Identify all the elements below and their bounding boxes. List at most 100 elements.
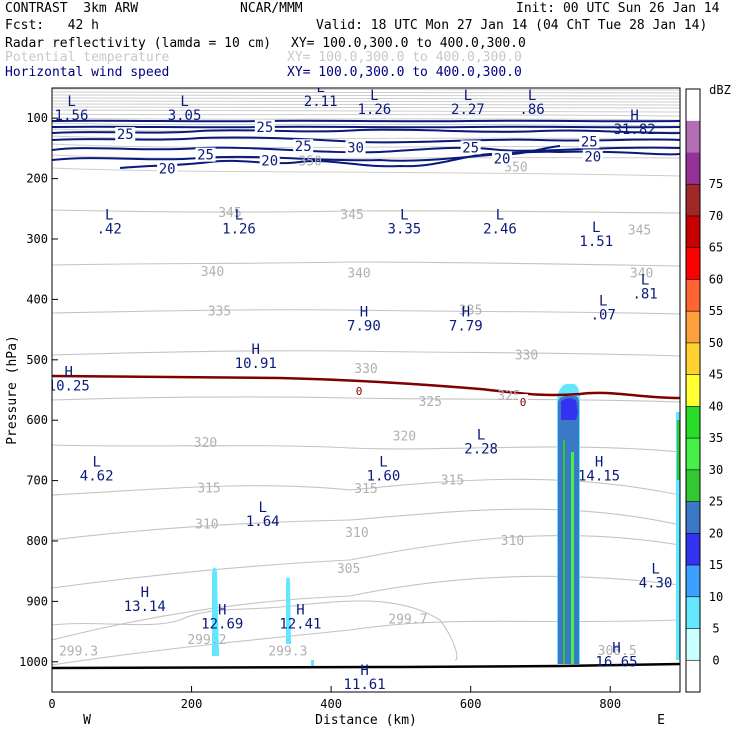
colorbar-label: 20 — [709, 526, 723, 540]
wind-label-bg — [115, 127, 136, 142]
wind-extremum-value: 4.62 — [80, 469, 114, 485]
organization: NCAR/MMM — [240, 1, 303, 16]
y-tick-label: 100 — [26, 111, 48, 125]
wind-max-marker: H — [296, 603, 304, 619]
wind-speed-label: 30 — [347, 140, 364, 156]
wind-extremum-value: 10.25 — [48, 379, 90, 395]
wind-speed-label: 20 — [261, 154, 278, 170]
colorbar-label: 75 — [709, 177, 723, 191]
wind-extremum-value: 14.15 — [578, 469, 620, 485]
wind-min-marker: L — [641, 272, 649, 288]
wind-max-marker: H — [65, 365, 73, 381]
y-tick-label: 500 — [26, 353, 48, 367]
colorbar-swatch — [686, 469, 700, 502]
wind-extremum-value: 3.35 — [388, 222, 422, 238]
valid-time: Valid: 18 UTC Mon 27 Jan 14 (04 ChT Tue … — [316, 18, 708, 33]
wind-speed-label: 25 — [581, 134, 598, 150]
wind-min-marker: L — [599, 293, 607, 309]
wind-max-marker: H — [360, 663, 368, 679]
forecast-hour: Fcst: 42 h — [5, 18, 99, 33]
x-axis-title: Distance (km) — [315, 713, 417, 728]
wind-extremum-value: .07 — [591, 307, 616, 323]
theta-label: 340 — [630, 266, 653, 281]
wind-extremum-value: 12.41 — [279, 617, 321, 633]
x-tick-label: 800 — [599, 697, 621, 711]
wind-max-marker: H — [218, 603, 226, 619]
theta-label: 300.5 — [598, 644, 637, 659]
wind-min-marker: L — [379, 455, 387, 471]
wind-extremum-value: 31.82 — [614, 122, 656, 138]
wind-speed-label: 0 — [356, 385, 363, 398]
theta-label: 315 — [441, 474, 464, 489]
colorbar-swatch — [686, 215, 700, 248]
wind-speed-label: 20 — [159, 162, 176, 178]
colorbar-swatch — [686, 247, 700, 280]
wind-speed-label: 25 — [256, 120, 273, 136]
colorbar-swatch — [686, 152, 700, 185]
theta-label: 310 — [345, 526, 368, 541]
theta-label: 335 — [459, 303, 482, 318]
wind-min-marker: L — [92, 455, 100, 471]
theta-label: 325 — [418, 395, 441, 410]
colorbar-label: 55 — [709, 304, 723, 318]
field3-xy: XY= 100.0,300.0 to 400.0,300.0 — [287, 65, 522, 80]
wind-label-bg — [518, 394, 528, 409]
colorbar-label: 25 — [709, 495, 723, 509]
theta-label: 299.3 — [59, 645, 98, 660]
wind-min-marker: L — [528, 88, 536, 104]
field2-xy: XY= 100.0,300.0 to 400.0,300.0 — [287, 50, 522, 65]
wind-extremum-value: 2.28 — [464, 442, 498, 458]
y-tick-label: 700 — [26, 474, 48, 488]
theta-label: 299.2 — [187, 633, 226, 648]
theta-label: 330 — [354, 362, 377, 377]
y-tick-label: 200 — [26, 172, 48, 186]
wind-min-marker: L — [235, 208, 243, 224]
wind-extremum-value: 2.46 — [483, 222, 517, 238]
colorbar-label: 0 — [712, 653, 719, 667]
wind-label-bg — [582, 149, 603, 164]
wind-speed-label: 25 — [117, 127, 134, 143]
theta-label: 299.7 — [388, 613, 427, 628]
wind-label-bg — [345, 140, 366, 155]
wind-min-marker: L — [105, 208, 113, 224]
theta-label: 320 — [194, 436, 217, 451]
wind-speed-label: 20 — [494, 151, 511, 167]
colorbar-swatch — [686, 406, 700, 439]
wind-max-marker: H — [630, 108, 638, 124]
colorbar-label: 35 — [709, 431, 723, 445]
wind-extremum-value: 4.30 — [639, 576, 673, 592]
wind-extremum-value: 7.79 — [449, 318, 483, 334]
colorbar-swatch — [686, 342, 700, 375]
x-tick-label: 200 — [181, 697, 203, 711]
colorbar-swatch — [686, 660, 700, 692]
theta-label: 305 — [337, 562, 360, 577]
theta-label: 320 — [393, 430, 416, 445]
wind-extremum-value: 1.51 — [579, 234, 613, 250]
wind-extremum-value: 1.26 — [222, 222, 256, 238]
wind-label-bg — [354, 383, 365, 398]
colorbar-label: 30 — [709, 463, 723, 477]
wind-extremum-value: 11.61 — [344, 677, 386, 693]
wind-max-marker: H — [360, 304, 368, 320]
wind-min-marker: L — [400, 208, 408, 224]
wind-label-bg — [259, 153, 280, 168]
wind-extremum-value: .81 — [632, 286, 657, 302]
theta-label: 350 — [298, 155, 321, 170]
theta-label: 345 — [340, 208, 363, 223]
wind-max-marker: H — [595, 455, 603, 471]
colorbar-swatch — [686, 311, 700, 343]
theta-label: 299.3 — [268, 645, 307, 660]
theta-label: 345 — [218, 206, 241, 221]
wind-min-marker: L — [496, 208, 504, 224]
east-label: E — [657, 713, 665, 728]
wind-label-bg — [157, 161, 178, 176]
wind-min-marker: L — [477, 428, 485, 444]
theta-label: 310 — [195, 518, 218, 533]
theta-label: 340 — [347, 266, 370, 281]
colorbar-swatch — [686, 565, 700, 597]
surface-theta-contour — [52, 600, 458, 661]
wind-extremum-value: 1.64 — [246, 514, 280, 530]
wind-min-marker: L — [592, 220, 600, 236]
wind-extremum-value: 1.26 — [358, 102, 392, 118]
